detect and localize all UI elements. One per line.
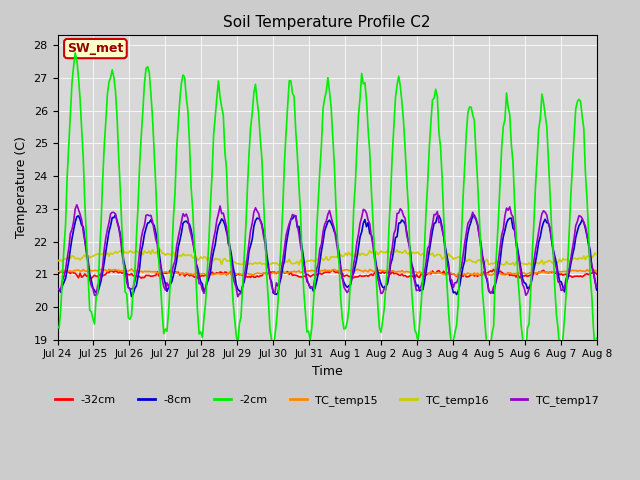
-2cm — [358, 71, 365, 76]
TC_temp17 — [234, 294, 242, 300]
Line: TC_temp15: TC_temp15 — [58, 269, 596, 276]
-32cm — [593, 271, 600, 277]
-8cm — [60, 279, 68, 285]
-2cm — [485, 353, 493, 359]
-32cm — [174, 269, 182, 275]
-32cm — [498, 270, 506, 276]
-8cm — [498, 244, 506, 250]
TC_temp16 — [174, 253, 182, 259]
-8cm — [218, 216, 225, 222]
TC_temp15 — [54, 268, 61, 274]
-8cm — [360, 220, 367, 226]
-2cm — [72, 50, 79, 56]
-32cm — [216, 269, 224, 275]
TC_temp17 — [504, 207, 512, 213]
TC_temp16 — [216, 256, 224, 262]
TC_temp17 — [216, 203, 224, 209]
TC_temp15 — [60, 268, 68, 274]
TC_temp15 — [128, 266, 136, 272]
X-axis label: Time: Time — [312, 365, 342, 378]
TC_temp17 — [174, 235, 182, 240]
TC_temp15 — [498, 272, 506, 277]
Y-axis label: Temperature (C): Temperature (C) — [15, 137, 28, 239]
Line: -2cm: -2cm — [58, 53, 596, 356]
-2cm — [60, 245, 68, 251]
Title: Soil Temperature Profile C2: Soil Temperature Profile C2 — [223, 15, 431, 30]
-2cm — [498, 144, 506, 150]
Line: -8cm: -8cm — [58, 215, 596, 297]
TC_temp17 — [73, 202, 81, 208]
TC_temp17 — [54, 286, 61, 291]
-32cm — [490, 266, 497, 272]
Text: SW_met: SW_met — [67, 42, 124, 55]
Line: TC_temp16: TC_temp16 — [58, 250, 596, 265]
-32cm — [88, 276, 95, 281]
TC_temp16 — [502, 259, 510, 264]
-32cm — [504, 270, 512, 276]
TC_temp17 — [593, 284, 600, 290]
TC_temp15 — [593, 268, 600, 274]
-8cm — [54, 287, 61, 293]
TC_temp15 — [358, 268, 365, 274]
-32cm — [60, 270, 68, 276]
-32cm — [54, 271, 61, 277]
Legend: -32cm, -8cm, -2cm, TC_temp15, TC_temp16, TC_temp17: -32cm, -8cm, -2cm, TC_temp15, TC_temp16,… — [51, 391, 604, 410]
TC_temp15 — [216, 271, 224, 277]
-2cm — [504, 104, 512, 110]
TC_temp16 — [157, 247, 164, 252]
-2cm — [593, 336, 600, 341]
TC_temp16 — [358, 251, 365, 256]
-2cm — [216, 95, 224, 100]
-8cm — [593, 287, 600, 293]
TC_temp15 — [504, 271, 512, 276]
TC_temp15 — [452, 273, 460, 279]
-8cm — [176, 238, 184, 243]
-8cm — [504, 217, 512, 223]
TC_temp17 — [498, 232, 506, 238]
TC_temp16 — [511, 263, 518, 268]
TC_temp17 — [60, 274, 68, 279]
-8cm — [111, 212, 119, 218]
TC_temp16 — [593, 252, 600, 258]
Line: -32cm: -32cm — [58, 269, 596, 278]
TC_temp16 — [496, 260, 504, 265]
-2cm — [54, 324, 61, 330]
Line: TC_temp17: TC_temp17 — [58, 205, 596, 297]
TC_temp16 — [60, 256, 68, 262]
-2cm — [174, 121, 182, 127]
TC_temp16 — [54, 257, 61, 263]
-32cm — [358, 274, 365, 279]
-8cm — [128, 294, 136, 300]
TC_temp17 — [360, 206, 367, 212]
TC_temp15 — [174, 271, 182, 276]
